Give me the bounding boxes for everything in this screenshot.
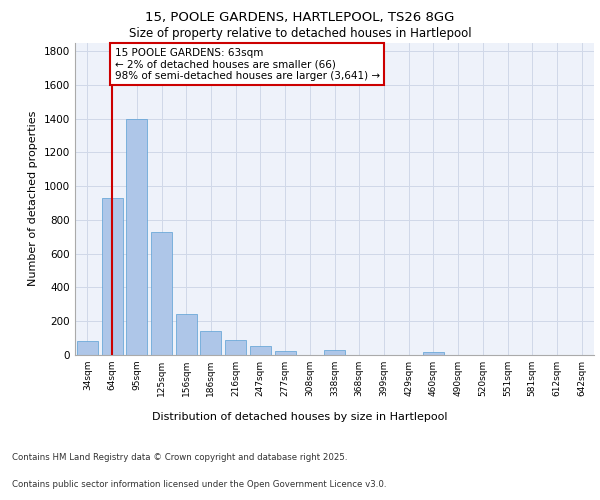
Bar — [250, 346, 271, 355]
Bar — [101, 198, 122, 355]
Y-axis label: Number of detached properties: Number of detached properties — [28, 111, 38, 286]
Bar — [77, 340, 98, 355]
Bar — [225, 340, 246, 355]
Text: Distribution of detached houses by size in Hartlepool: Distribution of detached houses by size … — [152, 412, 448, 422]
Text: Contains public sector information licensed under the Open Government Licence v3: Contains public sector information licen… — [12, 480, 386, 489]
Bar — [275, 351, 296, 355]
Bar — [324, 350, 345, 355]
Bar — [126, 118, 147, 355]
Bar — [176, 314, 197, 355]
Text: Size of property relative to detached houses in Hartlepool: Size of property relative to detached ho… — [128, 28, 472, 40]
Text: 15 POOLE GARDENS: 63sqm
← 2% of detached houses are smaller (66)
98% of semi-det: 15 POOLE GARDENS: 63sqm ← 2% of detached… — [115, 48, 380, 81]
Text: 15, POOLE GARDENS, HARTLEPOOL, TS26 8GG: 15, POOLE GARDENS, HARTLEPOOL, TS26 8GG — [145, 12, 455, 24]
Text: Contains HM Land Registry data © Crown copyright and database right 2025.: Contains HM Land Registry data © Crown c… — [12, 454, 347, 462]
Bar — [151, 232, 172, 355]
Bar — [423, 352, 444, 355]
Bar — [200, 330, 221, 355]
